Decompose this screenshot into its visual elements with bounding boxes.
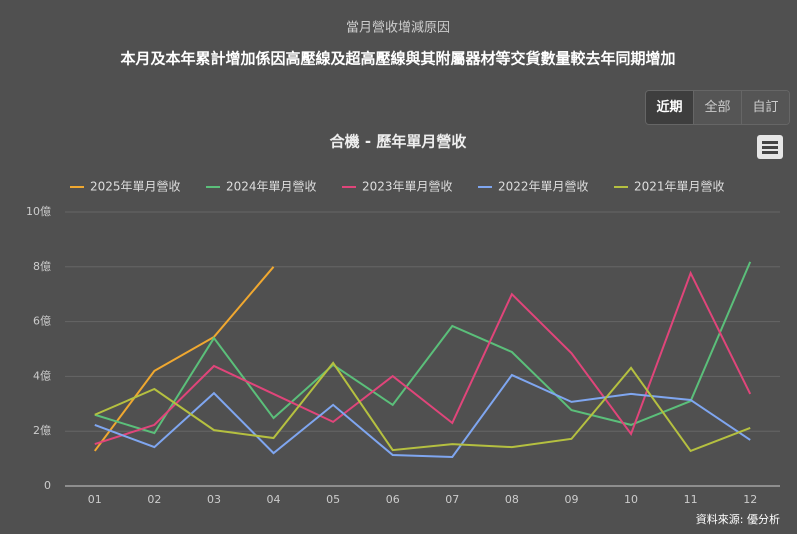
legend-label: 2023年單月營收 xyxy=(362,180,453,194)
x-tick-label: 08 xyxy=(505,493,519,506)
x-tick-label: 06 xyxy=(386,493,400,506)
y-tick-label: 10億 xyxy=(26,205,51,218)
source: 資料來源: 優分析 xyxy=(696,512,780,526)
series-line xyxy=(94,373,751,458)
x-tick-label: 07 xyxy=(445,493,459,506)
header-subtitle: 本月及本年累計增加係因高壓線及超高壓線與其附屬器材等交貨數量較去年同期增加 xyxy=(120,50,675,68)
series-line xyxy=(93,266,275,452)
y-tick-label: 6億 xyxy=(33,315,51,328)
y-tick-label: 0 xyxy=(44,479,51,492)
chart-title: 合機 - 歷年單月營收 xyxy=(329,133,467,151)
range-buttons: 近期 全部 自訂 xyxy=(645,90,790,125)
x-tick-label: 12 xyxy=(743,493,757,506)
x-tick-label: 02 xyxy=(147,493,161,506)
button[interactable]: 自訂 xyxy=(741,91,789,124)
x-tick-label: 03 xyxy=(207,493,221,506)
legend-label: 2021年單月營收 xyxy=(634,180,725,194)
series-line xyxy=(94,270,752,446)
x-tick-label: 09 xyxy=(564,493,578,506)
series-line xyxy=(94,261,752,435)
x-tick-label: 11 xyxy=(684,493,698,506)
x-tick-label: 10 xyxy=(624,493,638,506)
header-title: 當月營收增減原因 xyxy=(346,20,450,36)
menu-button[interactable] xyxy=(757,135,783,159)
series-line xyxy=(94,361,751,453)
button[interactable]: 近期 xyxy=(646,91,693,124)
y-tick-label: 2億 xyxy=(33,424,51,437)
y-tick-label: 4億 xyxy=(33,369,51,382)
x-tick-label: 04 xyxy=(267,493,281,506)
legend-label: 2025年單月營收 xyxy=(90,180,181,194)
legend-label: 2024年單月營收 xyxy=(226,180,317,194)
y-tick-label: 8億 xyxy=(33,260,51,273)
x-tick-label: 05 xyxy=(326,493,340,506)
button[interactable]: 全部 xyxy=(693,91,741,124)
legend-label: 2022年單月營收 xyxy=(498,180,589,194)
x-tick-label: 01 xyxy=(88,493,102,506)
